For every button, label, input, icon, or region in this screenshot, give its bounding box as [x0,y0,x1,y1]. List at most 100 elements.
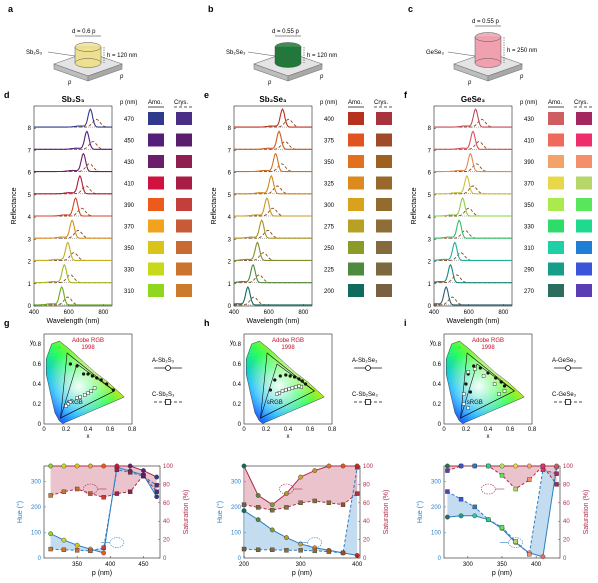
amo-swatch [148,241,164,254]
crys-swatch [176,262,192,276]
cie-point-crystalline [502,389,507,393]
refl-ytick-label: 5 [428,193,432,199]
crys-swatch [576,262,592,276]
hue-tick-label: 200 [431,505,442,511]
refl-ytick-label: 7 [428,148,432,154]
spectrum-crystalline [434,141,512,150]
cie-xtick-label: 0.8 [528,427,537,433]
hue-amorphous-point [284,535,289,540]
cie-point-crystalline [481,374,486,378]
saturation-crystalline-point [472,463,477,469]
p-value-label: 350 [524,203,535,209]
d-label: d = 0.55 p [272,29,300,35]
pillar-top [274,42,302,52]
cie-point-crystalline [497,392,501,396]
hue-crystalline-line [50,469,157,552]
saturation-amorphous-point [88,463,93,469]
crys-swatch [576,133,592,147]
spectrum-amorphous [34,241,112,261]
p-value-label: 325 [324,182,335,188]
amo-header: Amo. [148,100,162,106]
crys-swatch [176,133,192,147]
spectrum-crystalline [34,296,112,306]
cie-point-amorphous [90,374,94,378]
amo-swatch [548,155,564,168]
cie-ytick-label: 0.8 [33,342,42,348]
saturation-amorphous-point [499,463,505,469]
refl-ytick-label: 7 [228,148,232,154]
hue-crystalline-point [74,548,80,553]
refl-ytick-label: 6 [228,171,232,177]
p-label-side: p [319,74,324,80]
p-tick-label: 350 [72,562,83,568]
crys-swatch [376,176,392,190]
p-axis-label: p (nm) [492,570,512,577]
p-value-label: 270 [524,289,535,295]
saturation-crystalline-point [141,473,146,478]
saturation-tick-label: 0 [163,556,167,562]
cie-point-amorphous [68,362,72,366]
panel-letter-mid: f [404,90,408,100]
cie-point-crystalline [82,393,87,397]
amo-swatch [548,198,564,211]
crys-header: Crys. [574,100,588,106]
hue-crystalline-point [340,550,346,556]
saturation-tick-label: 100 [563,464,574,470]
saturation-crystalline-point [48,493,53,498]
spectrum-crystalline [234,207,312,217]
p-tick-label: 400 [105,562,116,568]
substrate-side-right [87,63,123,82]
cie-xtick-label: 0.6 [106,427,115,433]
reflectance-axis-label: Reflectance [411,187,418,224]
pillar-bottom [474,58,502,68]
spectrum-crystalline [234,229,312,239]
saturation-crystalline-point [61,489,67,494]
hue-tick-label: 300 [431,479,442,485]
spectrum-amorphous [34,219,112,239]
material-pointer [247,51,276,57]
cie-ytick-label: 0.8 [233,342,242,348]
amo-swatch [148,133,164,147]
cie-point-amorphous [478,366,482,370]
spectrum-amorphous [234,241,312,261]
spectrum-amorphous [234,152,312,173]
cie-xtick-label: 0.4 [484,427,493,433]
hue-amorphous-point [101,550,107,556]
cie-ytick-label: 0.4 [33,382,42,388]
saturation-amorphous-point [445,463,450,469]
hue-tick-label: 300 [231,479,242,485]
p-tick-label: 350 [497,562,508,568]
cie-point-amorphous [82,372,86,376]
cie-xtick-label: 0.8 [328,427,337,433]
hue-amorphous-point [540,554,546,560]
reflectance-axis-label: Reflectance [11,187,18,224]
d-label: d = 0.55 p [472,19,500,25]
pillar-bottom [274,58,302,68]
p-value-label: 390 [124,203,135,209]
wl-tick-label: 800 [298,310,309,316]
srgb-label: sRGB [267,400,283,406]
saturation-difference-fill [50,466,157,498]
saturation-crystalline-point [270,507,275,513]
cie-xtick-label: 0.2 [262,427,271,433]
material-pointer [447,51,476,57]
panel-letter-top: b [208,4,214,14]
material-pointer [47,51,76,57]
amo-swatch [148,155,164,168]
saturation-amorphous-point [61,463,67,469]
spectrum-amorphous [234,174,312,195]
saturation-crystalline-point [540,463,546,469]
spectrum-amorphous [434,219,512,239]
panel-letter-mid: d [4,90,10,100]
saturation-amorphous-point [284,491,289,496]
saturation-crystalline-point [527,477,532,482]
hue-crystalline-point [499,525,505,530]
p-value-label: 310 [524,246,535,252]
wl-tick-label: 800 [98,310,109,316]
crys-swatch [576,241,592,254]
p-value-label: 450 [124,139,135,145]
hue-tick-label: 0 [38,556,42,562]
cie-point-crystalline [68,400,73,404]
reflectance-title: Sb₂Se₃ [259,95,287,104]
amo-swatch [148,284,164,297]
